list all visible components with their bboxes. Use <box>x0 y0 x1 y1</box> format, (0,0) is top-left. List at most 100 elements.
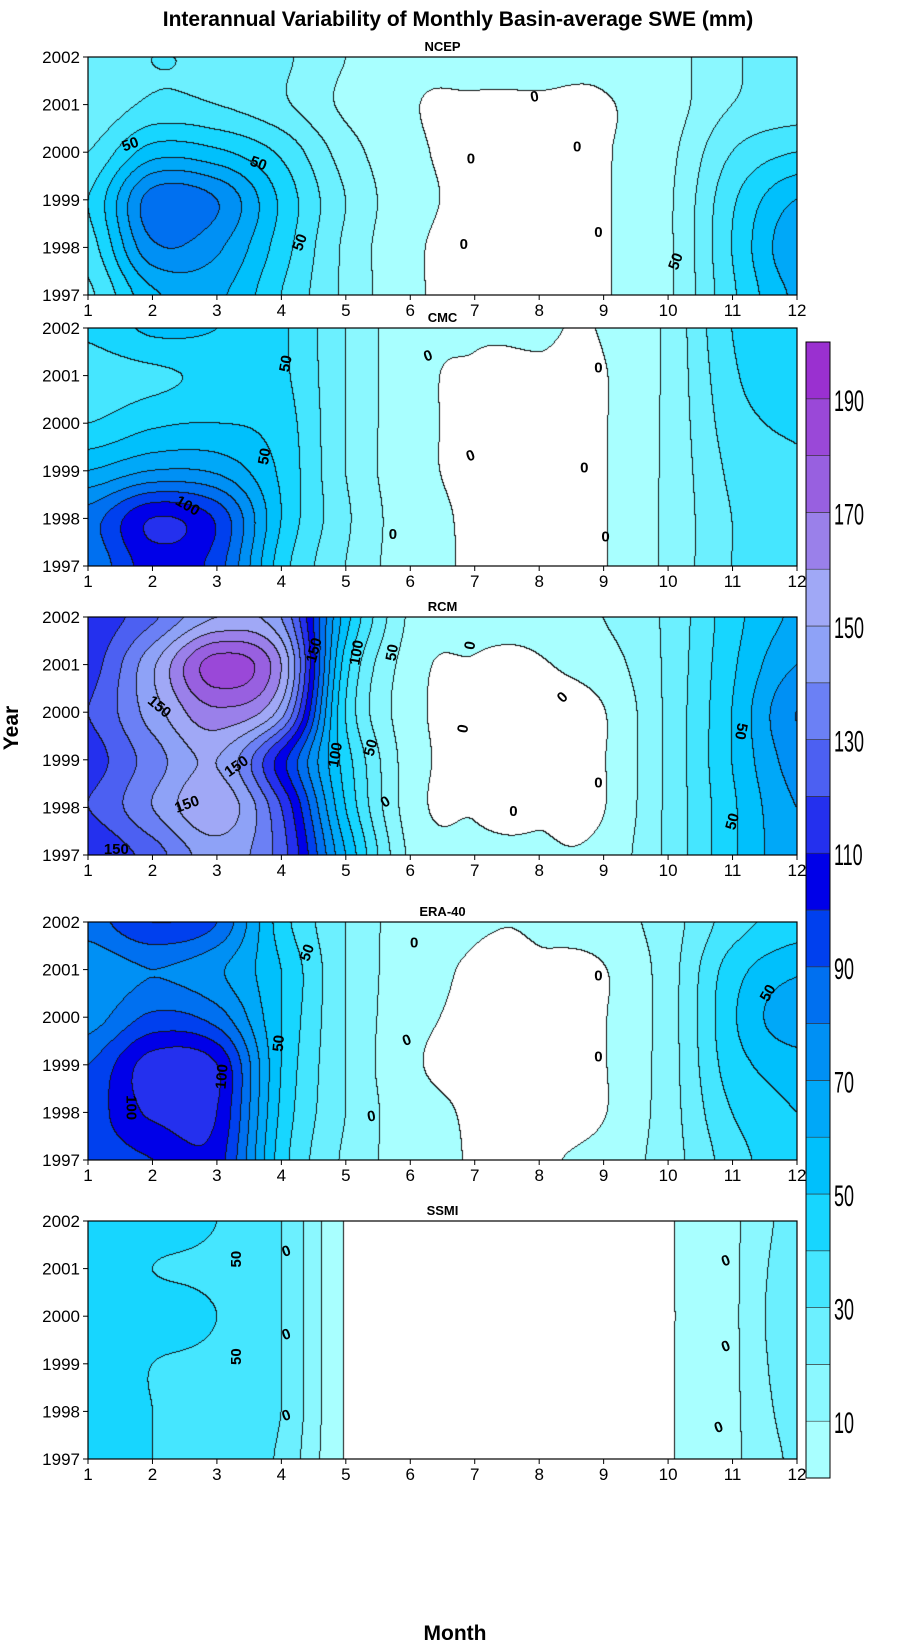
contour-label: 50 <box>722 811 743 832</box>
x-tick-label: 8 <box>534 1465 543 1484</box>
plot-frame <box>87 1220 798 1460</box>
colorbar-swatch <box>805 341 831 400</box>
colorbar-swatch <box>805 568 831 627</box>
colorbar-tick-label: 90 <box>834 953 854 986</box>
x-tick-label: 3 <box>212 861 221 880</box>
x-tick-label: 7 <box>470 572 479 591</box>
contour-label: 0 <box>389 526 397 543</box>
colorbar-tick-label: 130 <box>834 726 864 759</box>
colorbar-swatch <box>805 682 831 740</box>
contour-label: 0 <box>580 459 588 476</box>
x-tick-label: 7 <box>470 861 479 880</box>
contour-label: 50 <box>361 738 382 759</box>
colorbar-tick-label: 190 <box>834 385 864 418</box>
y-tick-label: 2001 <box>42 1260 80 1279</box>
x-tick-label: 6 <box>406 861 415 880</box>
colorbar-swatch <box>805 1136 831 1195</box>
colorbar-swatch <box>805 739 831 797</box>
contour-label: 100 <box>123 1095 140 1120</box>
contour-label: 100 <box>213 1063 232 1089</box>
contour-label: 0 <box>467 150 475 167</box>
contour-label: 50 <box>255 447 275 466</box>
y-tick-label: 2001 <box>42 961 80 980</box>
x-tick-label: 12 <box>788 1465 807 1484</box>
x-tick-label: 4 <box>277 861 286 880</box>
y-tick-label: 2000 <box>42 1008 80 1027</box>
x-tick-label: 1 <box>83 301 92 320</box>
y-tick-label: 2002 <box>42 319 80 338</box>
colorbar-swatch <box>805 966 831 1024</box>
colorbar-swatch <box>805 1023 831 1081</box>
colorbar-swatch <box>805 625 831 684</box>
y-axis-label: Year <box>0 706 23 750</box>
x-tick-label: 6 <box>406 1465 415 1484</box>
y-tick-label: 2000 <box>42 143 80 162</box>
colorbar-tick-label: 170 <box>834 499 864 532</box>
x-tick-label: 3 <box>212 572 221 591</box>
contour-label: 50 <box>296 942 318 963</box>
y-tick-label: 2000 <box>42 703 80 722</box>
x-tick-label: 5 <box>341 572 350 591</box>
y-tick-label: 2001 <box>42 96 80 115</box>
colorbar-tick-label: 50 <box>834 1181 854 1214</box>
y-tick-label: 1998 <box>42 1402 80 1421</box>
x-tick-label: 10 <box>659 572 678 591</box>
x-tick-label: 5 <box>341 301 350 320</box>
contour-label: 50 <box>276 354 296 373</box>
y-tick-label: 1999 <box>42 191 80 210</box>
x-tick-label: 8 <box>534 301 543 320</box>
colorbar-tick-label: 70 <box>834 1067 854 1100</box>
contour-label: 50 <box>289 232 311 253</box>
contour-label: 50 <box>731 722 751 741</box>
colorbar-tick-label: 150 <box>834 613 864 646</box>
x-tick-label: 3 <box>212 1465 221 1484</box>
x-tick-label: 12 <box>788 572 807 591</box>
colorbar-swatch <box>805 852 831 911</box>
contour-label: 0 <box>366 1108 377 1126</box>
y-tick-label: 1997 <box>42 557 80 576</box>
colorbar-swatch <box>805 1364 831 1422</box>
x-tick-label: 4 <box>277 572 286 591</box>
x-tick-label: 4 <box>277 1465 286 1484</box>
contour-label: 50 <box>120 134 141 156</box>
contour-label: 0 <box>461 640 479 651</box>
contour-label: 0 <box>594 359 602 376</box>
x-tick-label: 10 <box>659 861 678 880</box>
contour-label: 50 <box>248 153 269 175</box>
y-tick-label: 1998 <box>42 509 80 528</box>
x-tick-label: 7 <box>470 1166 479 1185</box>
y-tick-label: 2002 <box>42 1212 80 1231</box>
x-tick-label: 12 <box>788 301 807 320</box>
colorbar-swatch <box>805 909 831 968</box>
contour-label: 50 <box>383 643 403 662</box>
x-tick-label: 10 <box>659 1465 678 1484</box>
x-tick-label: 6 <box>406 301 415 320</box>
x-tick-label: 7 <box>470 1465 479 1484</box>
contour-field <box>88 1221 797 1459</box>
colorbar-tick-label: 10 <box>834 1408 854 1441</box>
contour-field <box>88 617 797 855</box>
y-tick-label: 1998 <box>42 1103 80 1122</box>
contour-label: 0 <box>529 88 540 106</box>
x-tick-label: 3 <box>212 1166 221 1185</box>
x-tick-label: 10 <box>659 1166 678 1185</box>
colorbar-frame <box>805 341 831 1479</box>
contour-label: 50 <box>228 1251 245 1268</box>
x-tick-label: 1 <box>83 1465 92 1484</box>
panel-title: SSMI <box>427 1203 459 1218</box>
contour-label: 0 <box>573 138 581 155</box>
y-tick-label: 2002 <box>42 913 80 932</box>
x-tick-label: 2 <box>148 861 157 880</box>
plot-frame <box>87 56 798 296</box>
y-tick-label: 1999 <box>42 1056 80 1075</box>
y-tick-label: 1999 <box>42 1355 80 1374</box>
colorbar-swatch <box>805 1080 831 1138</box>
x-tick-label: 7 <box>470 301 479 320</box>
x-tick-label: 11 <box>724 572 742 591</box>
contour-label: 0 <box>594 775 602 792</box>
y-tick-label: 2000 <box>42 1307 80 1326</box>
x-tick-label: 2 <box>148 301 157 320</box>
